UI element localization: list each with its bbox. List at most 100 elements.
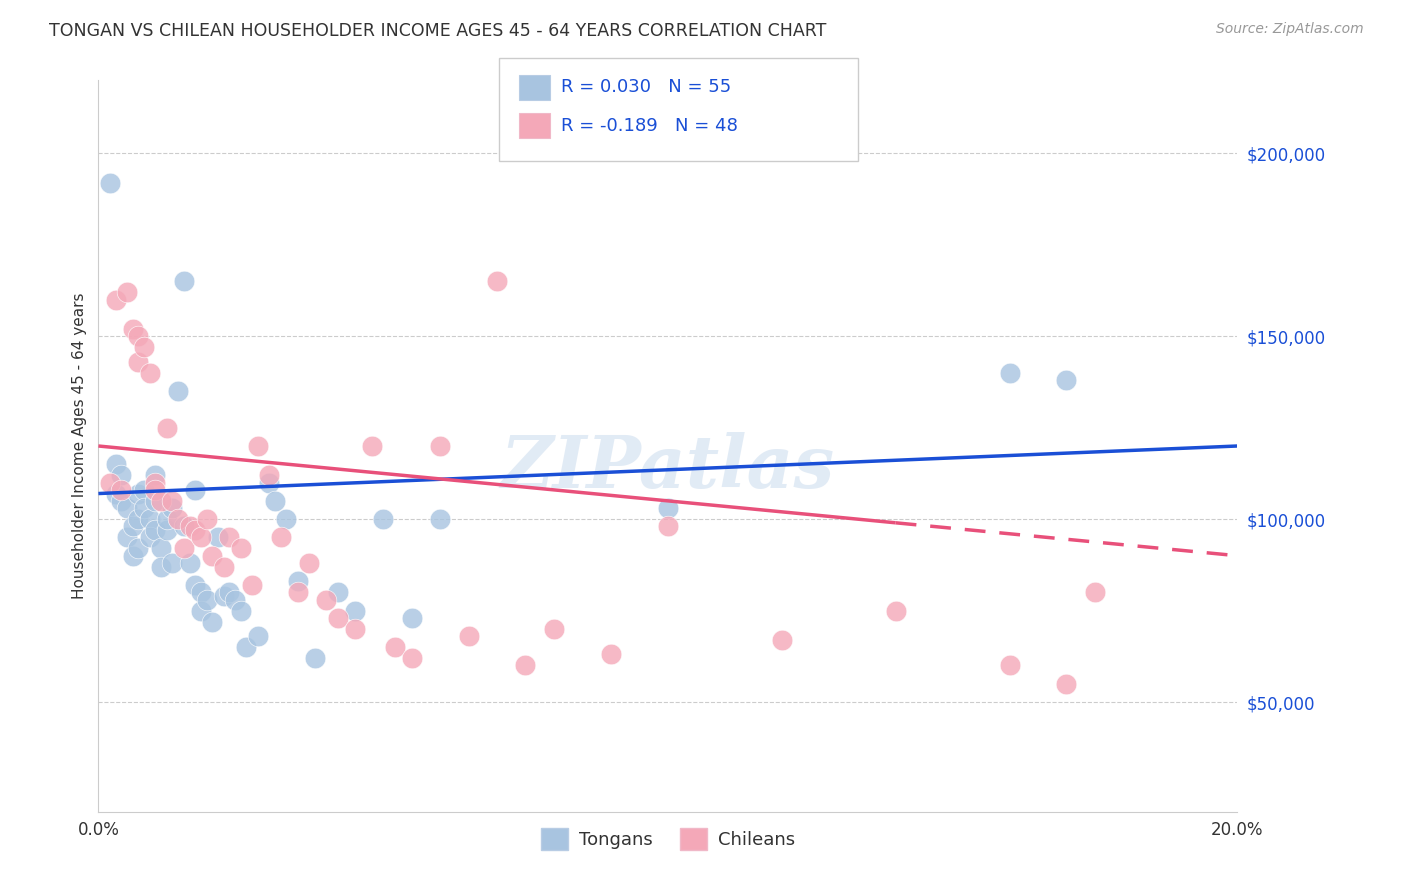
Point [235, 640, 257, 655]
Point [1056, 676, 1078, 690]
Point [184, 483, 207, 497]
Point [127, 329, 149, 343]
Point [998, 658, 1021, 673]
Point [343, 603, 366, 617]
Point [115, 285, 138, 300]
Point [132, 501, 155, 516]
Point [167, 512, 190, 526]
Point [429, 439, 451, 453]
Point [132, 483, 155, 497]
Point [190, 530, 212, 544]
Point [240, 578, 263, 592]
Point [657, 519, 679, 533]
Point [360, 439, 382, 453]
Point [179, 556, 201, 570]
Y-axis label: Householder Income Ages 45 - 64 years: Householder Income Ages 45 - 64 years [72, 293, 87, 599]
Text: R = -0.189   N = 48: R = -0.189 N = 48 [561, 117, 738, 135]
Point [259, 468, 281, 483]
Point [270, 530, 292, 544]
Point [98, 176, 121, 190]
Point [156, 512, 179, 526]
Point [162, 501, 184, 516]
Point [218, 585, 240, 599]
Point [401, 611, 423, 625]
Point [287, 574, 309, 589]
Point [121, 322, 143, 336]
Point [486, 274, 509, 288]
Point [259, 475, 281, 490]
Point [104, 486, 127, 500]
Point [190, 585, 212, 599]
Point [167, 384, 190, 398]
Point [195, 592, 218, 607]
Point [173, 274, 195, 288]
Point [184, 578, 207, 592]
Point [298, 556, 321, 570]
Point [287, 585, 309, 599]
Point [304, 651, 326, 665]
Point [264, 493, 287, 508]
Point [326, 611, 349, 625]
Point [110, 468, 132, 483]
Point [1056, 373, 1078, 387]
Text: ZIPatlas: ZIPatlas [501, 433, 835, 503]
Point [138, 512, 160, 526]
Point [104, 293, 127, 307]
Point [104, 457, 127, 471]
Point [173, 541, 195, 556]
Point [145, 493, 167, 508]
Point [326, 585, 349, 599]
Point [145, 468, 167, 483]
Point [373, 512, 395, 526]
Point [600, 648, 623, 662]
Point [138, 530, 160, 544]
Point [384, 640, 406, 655]
Point [515, 658, 537, 673]
Point [110, 483, 132, 497]
Point [212, 589, 235, 603]
Point [173, 519, 195, 533]
Point [127, 541, 149, 556]
Text: R = 0.030   N = 55: R = 0.030 N = 55 [561, 78, 731, 96]
Point [884, 603, 907, 617]
Point [162, 556, 184, 570]
Point [224, 592, 246, 607]
Point [138, 366, 160, 380]
Point [246, 439, 269, 453]
Point [998, 366, 1021, 380]
Point [201, 615, 224, 629]
Point [315, 592, 337, 607]
Point [127, 512, 149, 526]
Point [145, 475, 167, 490]
Point [150, 541, 173, 556]
Point [121, 549, 143, 563]
Point [115, 530, 138, 544]
Point [229, 541, 252, 556]
Point [156, 523, 179, 537]
Point [276, 512, 298, 526]
Point [127, 486, 149, 500]
Point [145, 523, 167, 537]
Point [401, 651, 423, 665]
Point [179, 519, 201, 533]
Legend: Tongans, Chileans: Tongans, Chileans [534, 821, 801, 857]
Point [121, 519, 143, 533]
Point [543, 622, 565, 636]
Point [212, 559, 235, 574]
Point [156, 420, 179, 434]
Point [132, 340, 155, 354]
Point [246, 629, 269, 643]
Point [218, 530, 240, 544]
Point [162, 493, 184, 508]
Point [229, 603, 252, 617]
Point [150, 559, 173, 574]
Point [207, 530, 229, 544]
Point [657, 501, 679, 516]
Point [429, 512, 451, 526]
Point [201, 549, 224, 563]
Point [1084, 585, 1107, 599]
Text: Source: ZipAtlas.com: Source: ZipAtlas.com [1216, 22, 1364, 37]
Point [457, 629, 479, 643]
Point [150, 493, 173, 508]
Point [145, 483, 167, 497]
